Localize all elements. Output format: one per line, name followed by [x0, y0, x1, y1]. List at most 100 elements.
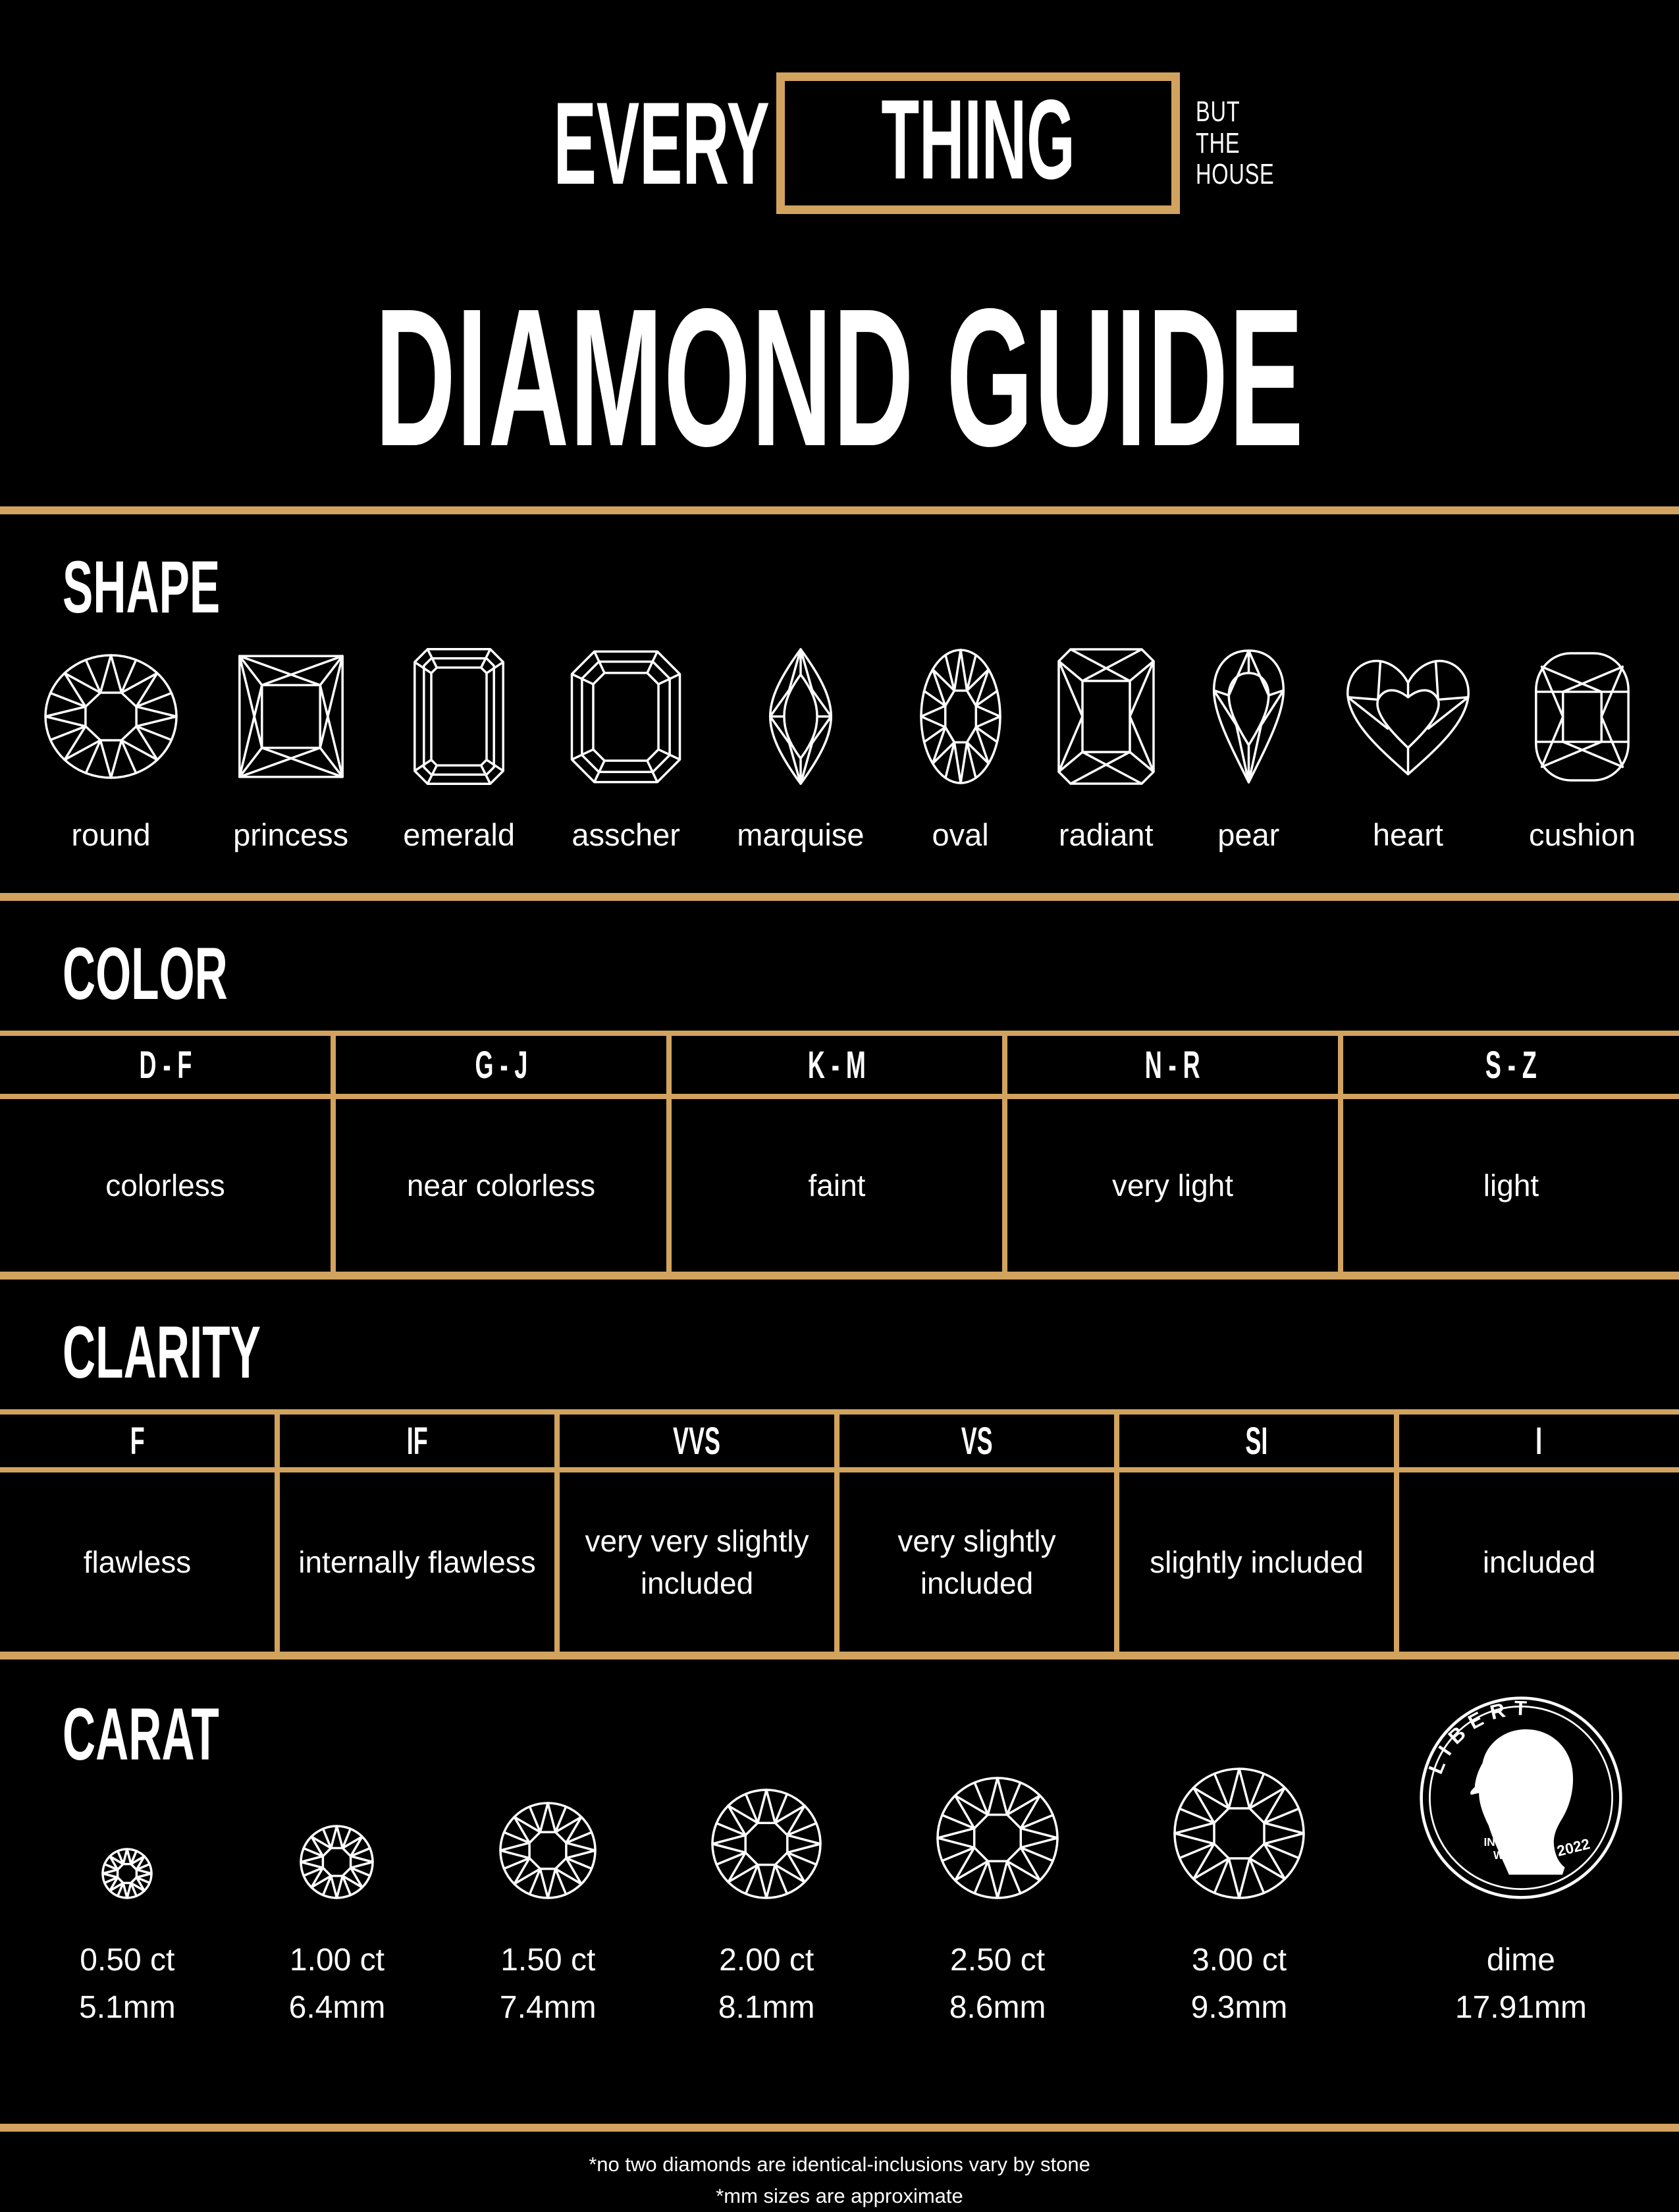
clarity-grade: SI — [1119, 1415, 1394, 1473]
carat-ct-label: 1.50 ct — [500, 1943, 596, 1978]
carat-150-diamond-icon — [498, 1801, 597, 1900]
carat-section: CARAT 0.50 ct 5.1mm 1.00 ct 6.4mm 1 — [0, 1659, 1679, 2132]
color-grade: S - Z — [1343, 1036, 1679, 1100]
carat-item-dime: LIBERTY IN GOD WE TRUST 2022 dime 17.91m… — [1419, 1696, 1623, 2032]
footnotes: *no two diamonds are identical-inclusion… — [0, 2132, 1679, 2212]
clarity-grade: I — [1399, 1415, 1679, 1473]
carat-ct-label: 3.00 ct — [1191, 1943, 1287, 1978]
footnote-line2: *mm sizes are approximate — [716, 2184, 963, 2208]
clarity-grade: IF — [280, 1415, 554, 1473]
clarity-heading: CLARITY — [63, 1311, 261, 1394]
shape-label: princess — [233, 817, 349, 853]
shape-label: round — [71, 817, 151, 853]
marquise-diamond-icon — [765, 647, 836, 786]
color-column: S - Z light — [1343, 1036, 1679, 1272]
color-section: COLOR D - F colorless G - J near colorle… — [0, 901, 1679, 1280]
footnote-line1: *no two diamonds are identical-inclusion… — [589, 2153, 1090, 2176]
roosevelt-profile-silhouette — [1470, 1729, 1573, 1875]
clarity-desc: slightly included — [1150, 1545, 1364, 1580]
color-desc: colorless — [105, 1168, 225, 1203]
color-desc: near colorless — [406, 1168, 596, 1203]
shape-label: asscher — [572, 817, 680, 853]
carat-item: 2.00 ct 8.1mm — [710, 1788, 822, 2032]
shape-label: emerald — [403, 817, 516, 853]
color-column: N - R very light — [1007, 1036, 1343, 1272]
shape-label: heart — [1372, 817, 1443, 853]
carat-mm-label: 5.1mm — [79, 1990, 176, 2026]
carat-ct-label: 0.50 ct — [80, 1943, 175, 1978]
color-column: G - J near colorless — [336, 1036, 672, 1272]
clarity-desc: internally flawless — [298, 1545, 536, 1580]
shape-label: pear — [1217, 817, 1280, 853]
carat-050-diamond-icon — [101, 1847, 153, 1900]
carat-mm-label: 17.91mm — [1454, 1990, 1587, 2026]
color-grade: G - J — [336, 1036, 666, 1100]
clarity-column: VS very slightly included — [840, 1415, 1119, 1652]
color-grade: K - M — [672, 1036, 1002, 1100]
carat-ct-label: 2.00 ct — [719, 1943, 814, 1978]
shape-heading: SHAPE — [63, 546, 221, 629]
shape-item-asscher: asscher — [570, 634, 682, 853]
dime-coin-icon: LIBERTY IN GOD WE TRUST 2022 — [1419, 1696, 1622, 1900]
shape-label: marquise — [737, 817, 865, 853]
clarity-column: SI slightly included — [1119, 1415, 1399, 1652]
carat-row: 0.50 ct 5.1mm 1.00 ct 6.4mm 1.50 ct 7.4m… — [0, 1659, 1679, 2032]
logo-gold-box: THING — [776, 72, 1181, 215]
color-desc: faint — [808, 1168, 866, 1203]
coin-year: 2022 — [1555, 1835, 1591, 1860]
shape-item-round: round — [43, 634, 178, 853]
color-column: K - M faint — [672, 1036, 1007, 1272]
clarity-grade: VVS — [560, 1415, 834, 1473]
color-heading: COLOR — [63, 932, 228, 1015]
shape-item-emerald: emerald — [403, 634, 515, 853]
carat-item: 1.50 ct 7.4mm — [498, 1801, 597, 2032]
carat-ct-label: dime — [1486, 1943, 1555, 1978]
clarity-desc: very very slightly included — [585, 1524, 809, 1601]
carat-mm-label: 9.3mm — [1190, 1990, 1288, 2026]
color-table: D - F colorless G - J near colorless K -… — [0, 1031, 1679, 1280]
clarity-column: I included — [1399, 1415, 1679, 1652]
clarity-column: IF internally flawless — [280, 1415, 560, 1652]
carat-mm-label: 8.1mm — [718, 1990, 815, 2026]
carat-mm-label: 7.4mm — [499, 1990, 597, 2026]
color-grade: N - R — [1007, 1036, 1338, 1100]
clarity-section: CLARITY F flawless IF internally flawles… — [0, 1280, 1679, 1660]
clarity-desc: very slightly included — [897, 1524, 1056, 1601]
round-diamond-icon — [43, 653, 178, 780]
color-desc: light — [1483, 1168, 1539, 1203]
radiant-diamond-icon — [1057, 647, 1156, 786]
carat-300-diamond-icon — [1173, 1767, 1306, 1900]
pear-diamond-icon — [1210, 648, 1287, 785]
shape-item-cushion: cushion — [1529, 634, 1636, 853]
carat-100-diamond-icon — [299, 1824, 375, 1900]
oval-diamond-icon — [919, 648, 1002, 785]
shape-item-heart: heart — [1342, 634, 1474, 853]
clarity-desc: flawless — [83, 1545, 192, 1580]
color-column: D - F colorless — [0, 1036, 336, 1272]
carat-item: 0.50 ct 5.1mm — [79, 1847, 176, 2032]
ebth-logo: EVERY THING BUT THE HOUSE — [0, 0, 1679, 215]
carat-ct-label: 1.00 ct — [289, 1943, 385, 1978]
princess-diamond-icon — [235, 651, 347, 782]
shape-item-radiant: radiant — [1057, 634, 1156, 853]
carat-item: 1.00 ct 6.4mm — [289, 1824, 385, 2032]
shape-section: SHAPE round princess — [0, 514, 1679, 893]
shape-item-marquise: marquise — [737, 634, 865, 853]
clarity-grade: F — [0, 1415, 275, 1473]
carat-200-diamond-icon — [710, 1788, 822, 1900]
carat-item: 2.50 ct 8.6mm — [936, 1776, 1059, 2032]
clarity-table: F flawless IF internally flawless VVS ve… — [0, 1409, 1679, 1660]
shape-label: cushion — [1528, 817, 1636, 853]
clarity-column: F flawless — [0, 1415, 280, 1652]
cushion-diamond-icon — [1532, 649, 1632, 784]
emerald-diamond-icon — [413, 647, 505, 786]
shape-item-oval: oval — [919, 634, 1002, 853]
section-divider — [0, 506, 1679, 515]
clarity-column: VVS very very slightly included — [560, 1415, 840, 1652]
logo-word-thing: THING — [881, 76, 1075, 203]
logo-tagline: BUT THE HOUSE — [1196, 95, 1275, 191]
page-title: DIAMOND GUIDE — [375, 268, 1304, 488]
logo-word-every: EVERY — [553, 77, 770, 209]
carat-250-diamond-icon — [936, 1776, 1059, 1900]
color-desc: very light — [1111, 1168, 1234, 1203]
